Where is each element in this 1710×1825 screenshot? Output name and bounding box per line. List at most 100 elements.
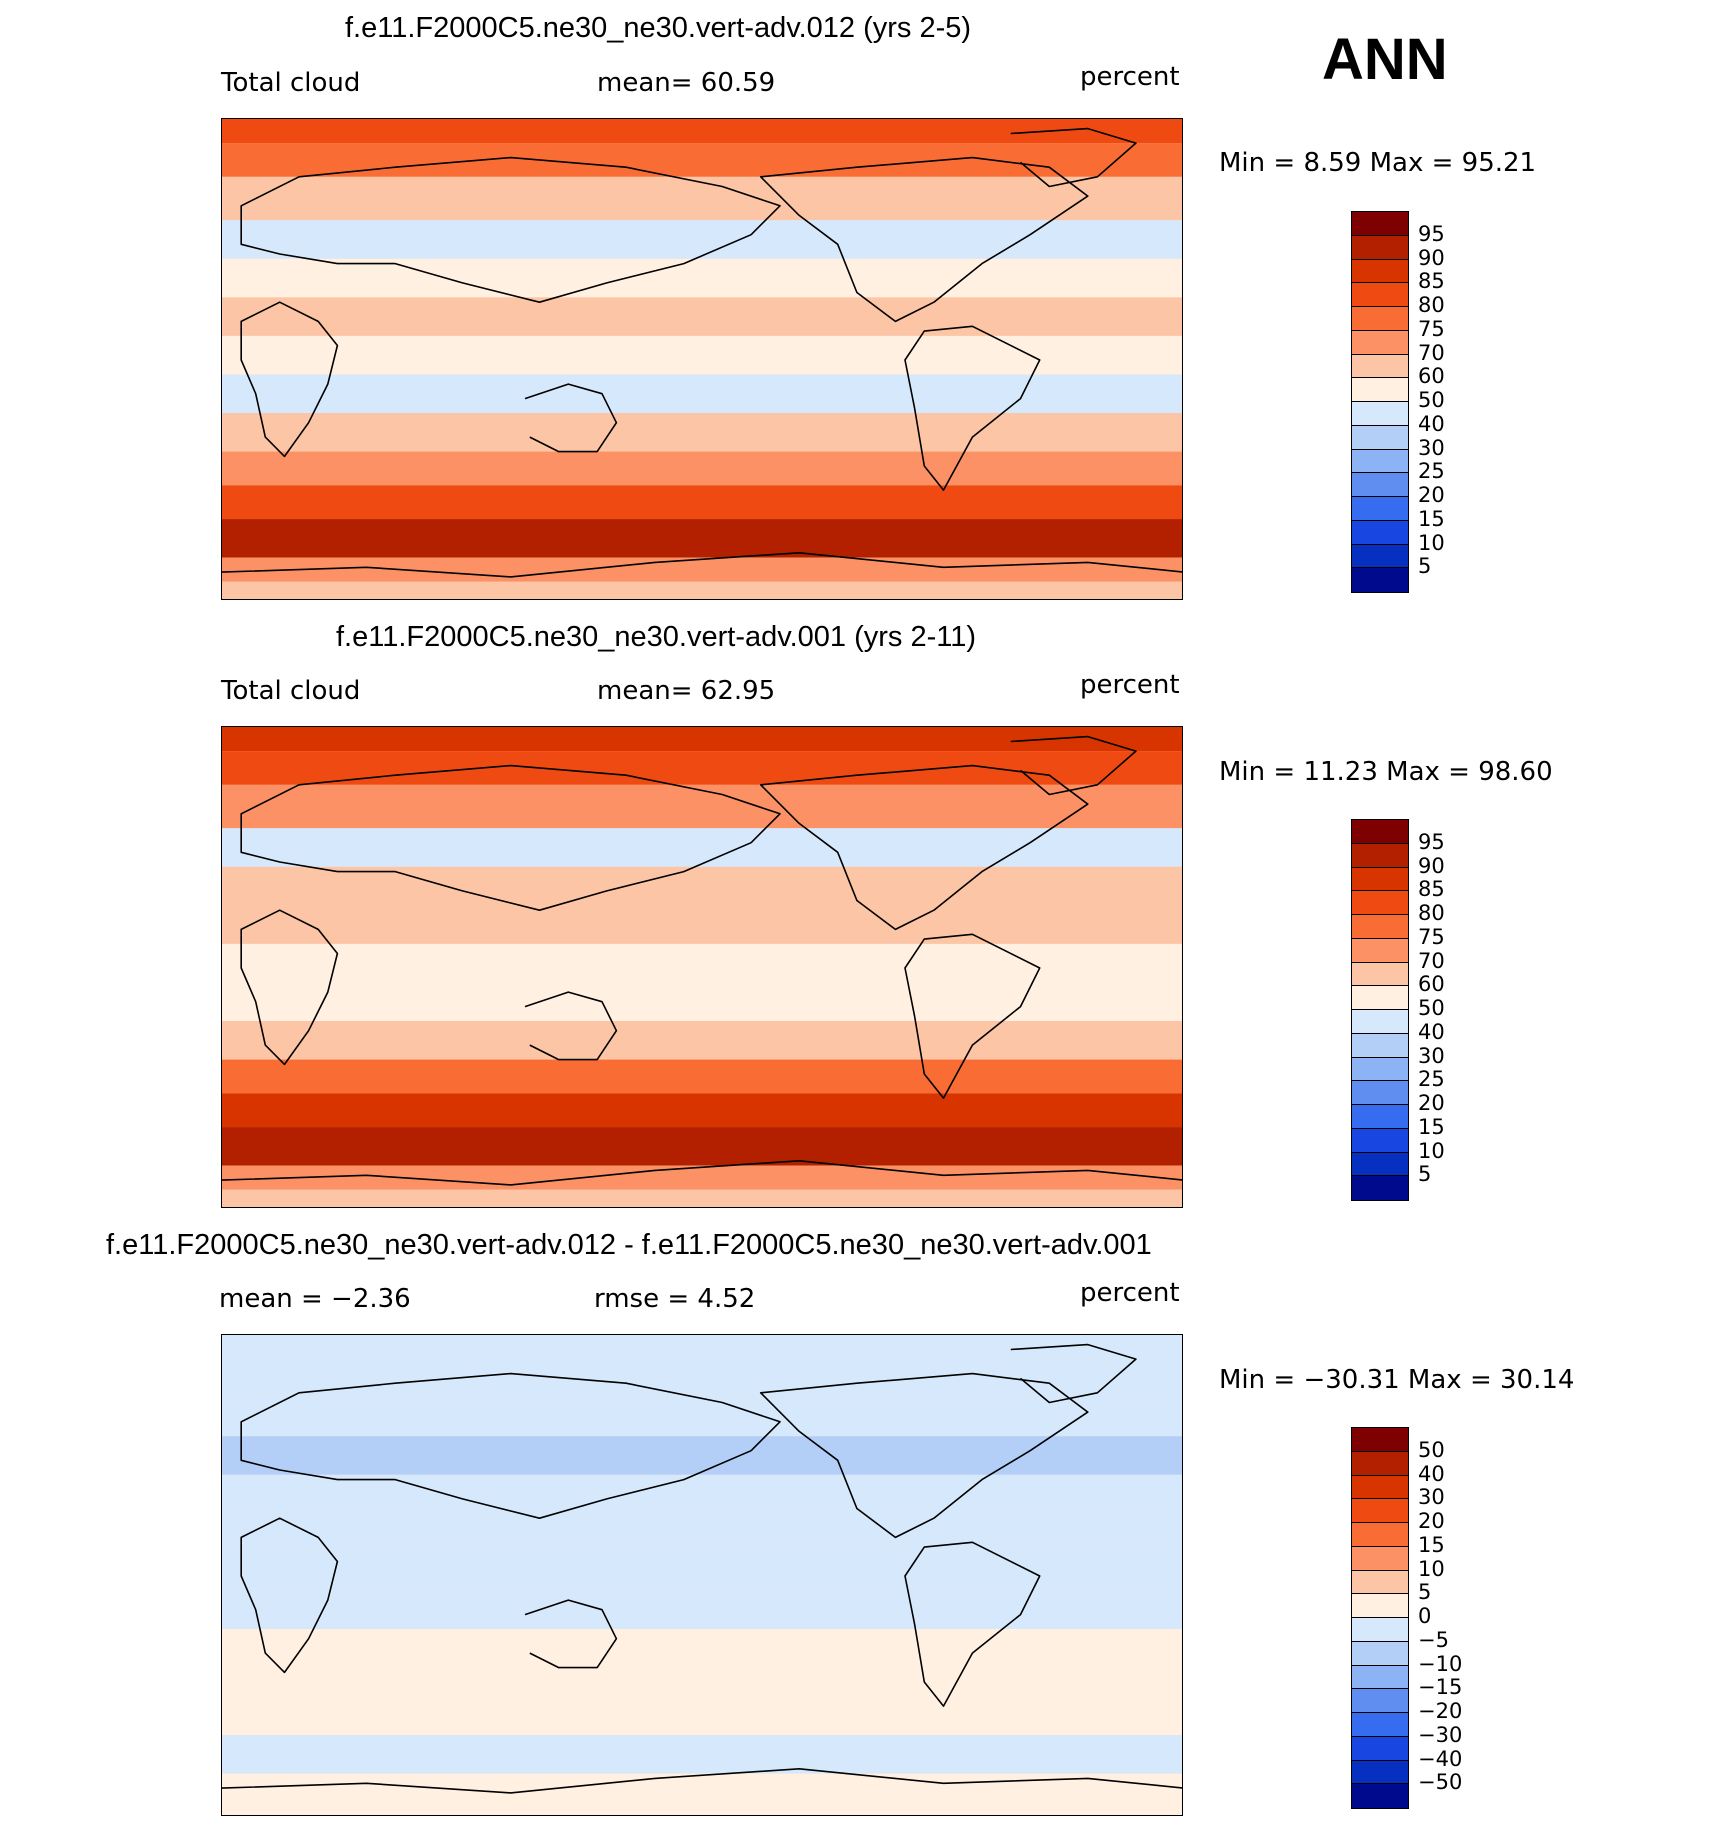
map-band	[222, 1701, 1182, 1736]
map-band	[222, 220, 1182, 259]
panel-2-title: f.e11.F2000C5.ne30_ne30.vert-adv.001 (yr…	[336, 621, 976, 653]
map-band	[222, 374, 1182, 414]
colorbar-box	[1352, 1736, 1408, 1761]
colorbar-box	[1352, 283, 1408, 307]
map-band	[222, 1513, 1182, 1552]
colorbar-box	[1352, 820, 1408, 844]
colorbar-tick-label: 20	[1418, 1509, 1445, 1533]
map-band	[222, 519, 1182, 558]
colorbar-tick-label: 75	[1418, 316, 1445, 341]
map-band	[222, 1436, 1182, 1475]
panel-1-left-label: Total cloud	[221, 68, 361, 98]
colorbar-box	[1352, 1033, 1408, 1058]
coastline	[759, 1372, 1089, 1539]
colorbar-tick-label: 40	[1418, 411, 1445, 436]
coastline	[222, 1768, 1182, 1794]
map-band	[222, 1189, 1182, 1207]
colorbar-tick-label: 40	[1418, 1461, 1445, 1486]
colorbar-box	[1352, 544, 1408, 569]
map-band	[222, 258, 1182, 298]
map-band	[222, 485, 1182, 520]
panel-1-map	[221, 118, 1183, 600]
map-band	[222, 1165, 1182, 1190]
coastline	[240, 1517, 339, 1674]
colorbar-tick-label: 20	[1418, 483, 1445, 507]
colorbar-box	[1352, 915, 1408, 939]
colorbar-box	[1352, 1475, 1408, 1500]
panel-3-colorbar	[1351, 1427, 1409, 1809]
colorbar-box	[1352, 1760, 1408, 1785]
map-band	[222, 1667, 1182, 1702]
coastline	[222, 1160, 1182, 1186]
map-band	[222, 943, 1182, 983]
colorbar-box	[1352, 402, 1408, 426]
colorbar-tick-label: 25	[1418, 459, 1445, 484]
map-band	[222, 143, 1182, 177]
colorbar-box	[1352, 520, 1408, 545]
panel-2-left-label: Total cloud	[221, 676, 361, 706]
coastline	[240, 909, 339, 1066]
colorbar-tick-label: 0	[1418, 1604, 1432, 1628]
colorbar-tick-label: 5	[1418, 1162, 1432, 1187]
colorbar-box	[1352, 1451, 1408, 1476]
map-band	[222, 1059, 1182, 1094]
colorbar-tick-label: 30	[1418, 435, 1445, 460]
map-band	[222, 451, 1182, 486]
colorbar-tick-label: 40	[1418, 1019, 1445, 1044]
coastline	[524, 383, 618, 453]
coastline	[524, 1599, 618, 1669]
colorbar-tick-label: 50	[1418, 996, 1445, 1020]
map-band	[222, 784, 1182, 829]
colorbar-box	[1352, 1689, 1408, 1713]
map-band	[222, 1735, 1182, 1774]
colorbar-box	[1352, 986, 1408, 1010]
colorbar-box	[1352, 307, 1408, 331]
map-band	[222, 1359, 1182, 1393]
colorbar-box	[1352, 235, 1408, 260]
colorbar-box	[1352, 1665, 1408, 1690]
colorbar-tick-label: 75	[1418, 924, 1445, 949]
colorbar-box	[1352, 212, 1408, 236]
map-band	[222, 1392, 1182, 1437]
colorbar-tick-label: 85	[1418, 877, 1445, 902]
colorbar-tick-label: 50	[1418, 388, 1445, 412]
colorbar-tick-label: 15	[1418, 506, 1445, 531]
panel-3-title: f.e11.F2000C5.ne30_ne30.vert-adv.012 - f…	[106, 1229, 1152, 1261]
colorbar-tick-label: 60	[1418, 364, 1445, 389]
colorbar-box	[1352, 962, 1408, 987]
colorbar-box	[1352, 867, 1408, 892]
colorbar-tick-label: 10	[1418, 530, 1445, 555]
coastline	[240, 1372, 781, 1519]
map-band	[222, 1773, 1182, 1798]
colorbar-box	[1352, 1523, 1408, 1547]
map-band	[222, 866, 1182, 906]
colorbar-box	[1352, 330, 1408, 355]
colorbar-box	[1352, 473, 1408, 497]
colorbar-box	[1352, 1570, 1408, 1595]
colorbar-tick-label: 25	[1418, 1067, 1445, 1092]
colorbar-box	[1352, 1428, 1408, 1452]
colorbar-tick-label: 60	[1418, 972, 1445, 997]
colorbar-tick-label: 5	[1418, 554, 1432, 579]
colorbar-tick-label: 10	[1418, 1138, 1445, 1163]
colorbar-tick-label: −40	[1418, 1746, 1463, 1771]
coastline	[240, 764, 781, 911]
colorbar-box	[1352, 938, 1408, 963]
coastline	[240, 156, 781, 303]
panel-3-center-label: rmse = 4.52	[594, 1284, 756, 1314]
map-band	[222, 1797, 1182, 1815]
colorbar-box	[1352, 1176, 1408, 1200]
coastline	[904, 325, 1041, 491]
coastline	[524, 991, 618, 1061]
colorbar-tick-label: −15	[1418, 1675, 1463, 1700]
map-band	[222, 1021, 1182, 1060]
map-band	[222, 905, 1182, 944]
colorbar-tick-label: 70	[1418, 340, 1445, 365]
colorbar-box	[1352, 1081, 1408, 1105]
coastline	[1010, 127, 1137, 188]
panel-3-minmax: Min = −30.31 Max = 30.14	[1219, 1365, 1575, 1395]
map-band	[222, 335, 1182, 375]
colorbar-box	[1352, 1641, 1408, 1666]
colorbar-box	[1352, 259, 1408, 284]
colorbar-tick-label: 80	[1418, 293, 1445, 317]
